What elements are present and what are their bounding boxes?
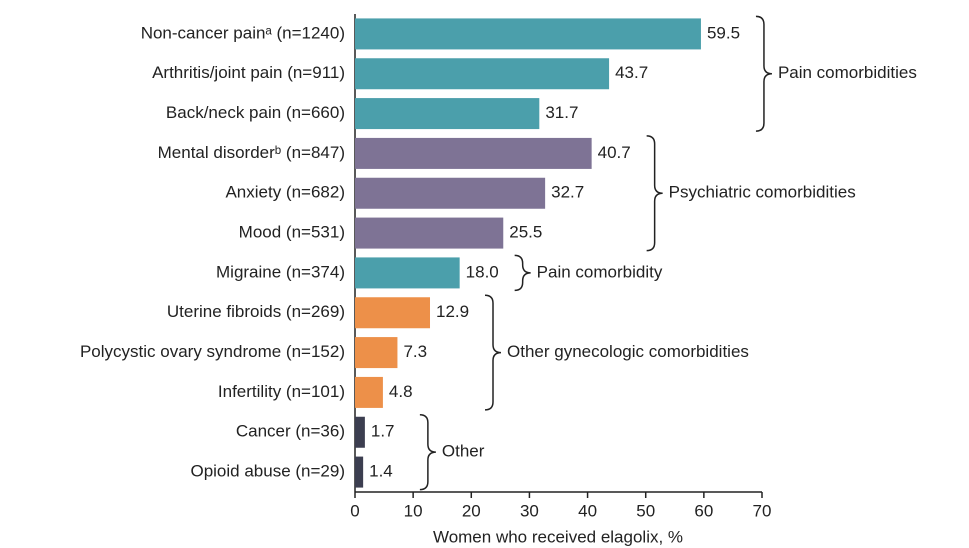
group-brace — [484, 294, 502, 411]
group-brace — [646, 135, 663, 252]
x-tick-label: 40 — [578, 501, 597, 520]
y-tick-label: Migraine (n=374) — [216, 262, 345, 281]
x-tick-label: 0 — [350, 501, 359, 520]
group-label: Other — [442, 442, 485, 461]
group-brace — [419, 414, 436, 491]
value-label: 12.9 — [436, 302, 469, 321]
x-axis-title: Women who received elagolix, % — [433, 527, 683, 546]
x-tick-label: 50 — [636, 501, 655, 520]
y-tick-label: Arthritis/joint pain (n=911) — [152, 63, 345, 82]
value-label: 43.7 — [615, 63, 648, 82]
x-tick-label: 70 — [753, 501, 772, 520]
bar — [355, 177, 546, 209]
value-label: 40.7 — [598, 143, 631, 162]
bar — [355, 137, 592, 169]
value-label: 59.5 — [707, 23, 740, 42]
value-label: 31.7 — [545, 103, 578, 122]
bar — [355, 416, 365, 448]
x-tick-label: 60 — [694, 501, 713, 520]
value-label: 1.4 — [369, 462, 393, 481]
bar — [355, 297, 431, 329]
x-tick-label: 20 — [462, 501, 481, 520]
bar — [355, 18, 701, 50]
y-tick-label: Mental disorderᵇ (n=847) — [158, 143, 345, 162]
y-tick-label: Non-cancer painᵃ (n=1240) — [141, 23, 345, 42]
group-brace — [514, 254, 531, 292]
y-tick-label: Infertility (n=101) — [218, 382, 345, 401]
bar — [355, 58, 610, 90]
y-tick-label: Mood (n=531) — [239, 223, 345, 242]
value-label: 4.8 — [389, 382, 413, 401]
value-label: 7.3 — [403, 342, 427, 361]
bar — [355, 98, 540, 130]
group-label: Psychiatric comorbidities — [669, 183, 856, 202]
bar — [355, 257, 460, 289]
y-tick-label: Cancer (n=36) — [236, 422, 345, 441]
bar — [355, 456, 364, 488]
y-tick-label: Anxiety (n=682) — [225, 183, 345, 202]
value-label: 18.0 — [466, 262, 499, 281]
group-label: Other gynecologic comorbidities — [507, 342, 749, 361]
value-label: 32.7 — [551, 183, 584, 202]
y-tick-label: Polycystic ovary syndrome (n=152) — [80, 342, 345, 361]
bar — [355, 376, 383, 408]
group-brace — [755, 15, 772, 132]
bar — [355, 337, 398, 369]
value-label: 25.5 — [509, 223, 542, 242]
x-tick-label: 10 — [404, 501, 423, 520]
value-label: 1.7 — [371, 422, 395, 441]
group-label: Pain comorbidities — [778, 63, 917, 82]
group-label: Pain comorbidity — [537, 262, 663, 281]
x-tick-label: 30 — [520, 501, 539, 520]
y-tick-label: Uterine fibroids (n=269) — [167, 302, 345, 321]
y-tick-label: Opioid abuse (n=29) — [190, 462, 345, 481]
bar — [355, 217, 504, 249]
y-tick-label: Back/neck pain (n=660) — [166, 103, 345, 122]
